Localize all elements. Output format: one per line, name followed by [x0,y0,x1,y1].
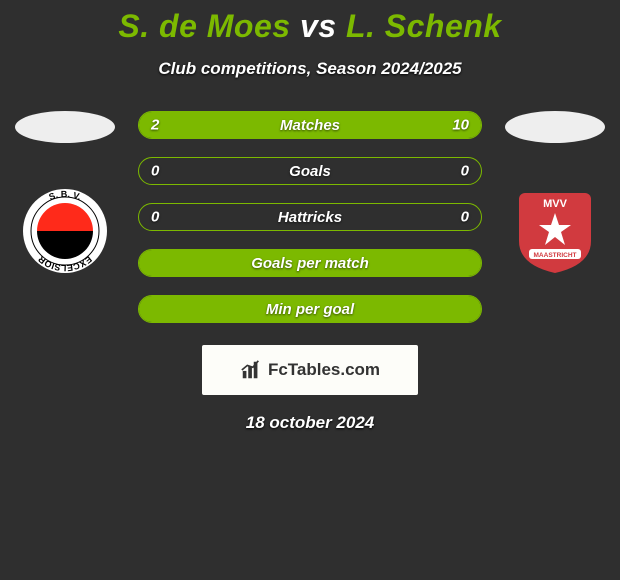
right-player-column: MVV MAASTRICHT [500,111,610,275]
bar-label: Matches [280,117,340,134]
svg-text:MVV: MVV [543,198,568,210]
bar-left-value: 0 [151,163,159,180]
fctables-logo: FcTables.com [202,345,418,395]
bar-right-value: 0 [461,209,469,226]
mvv-badge-icon: MVV MAASTRICHT [505,187,605,275]
bar-label: Goals [289,163,331,180]
stat-bar: Min per goal [138,295,482,323]
fctables-text: FcTables.com [268,360,380,380]
bar-left-value: 0 [151,209,159,226]
excelsior-badge-icon: S. B. V. EXCELSIOR [15,187,115,275]
bar-label: Hattricks [278,209,342,226]
bar-label: Min per goal [266,301,354,318]
stat-bar: 0 0 Hattricks [138,203,482,231]
left-club-badge: S. B. V. EXCELSIOR [15,187,115,275]
left-flag-oval [15,111,115,143]
comparison-body: S. B. V. EXCELSIOR 2 10 Matches 0 0 Goals 0 0 Ha… [0,111,620,323]
stat-bars: 2 10 Matches 0 0 Goals 0 0 Hattricks Goals per ma… [138,111,482,323]
stat-bar: 0 0 Goals [138,157,482,185]
stat-bar: Goals per match [138,249,482,277]
title-right: L. Schenk [346,8,502,44]
stat-bar: 2 10 Matches [138,111,482,139]
bar-fill-left [139,112,194,138]
bar-label: Goals per match [251,255,369,272]
title-vs: vs [300,8,337,44]
title-left: S. de Moes [118,8,290,44]
date-text: 18 october 2024 [0,413,620,433]
subtitle: Club competitions, Season 2024/2025 [0,59,620,79]
right-club-badge: MVV MAASTRICHT [505,187,605,275]
bar-right-value: 10 [452,117,469,134]
bar-right-value: 0 [461,163,469,180]
bar-left-value: 2 [151,117,159,134]
left-player-column: S. B. V. EXCELSIOR [10,111,120,275]
page-title: S. de Moes vs L. Schenk [0,0,620,45]
svg-text:MAASTRICHT: MAASTRICHT [534,252,577,259]
bar-chart-icon [240,359,262,381]
right-flag-oval [505,111,605,143]
